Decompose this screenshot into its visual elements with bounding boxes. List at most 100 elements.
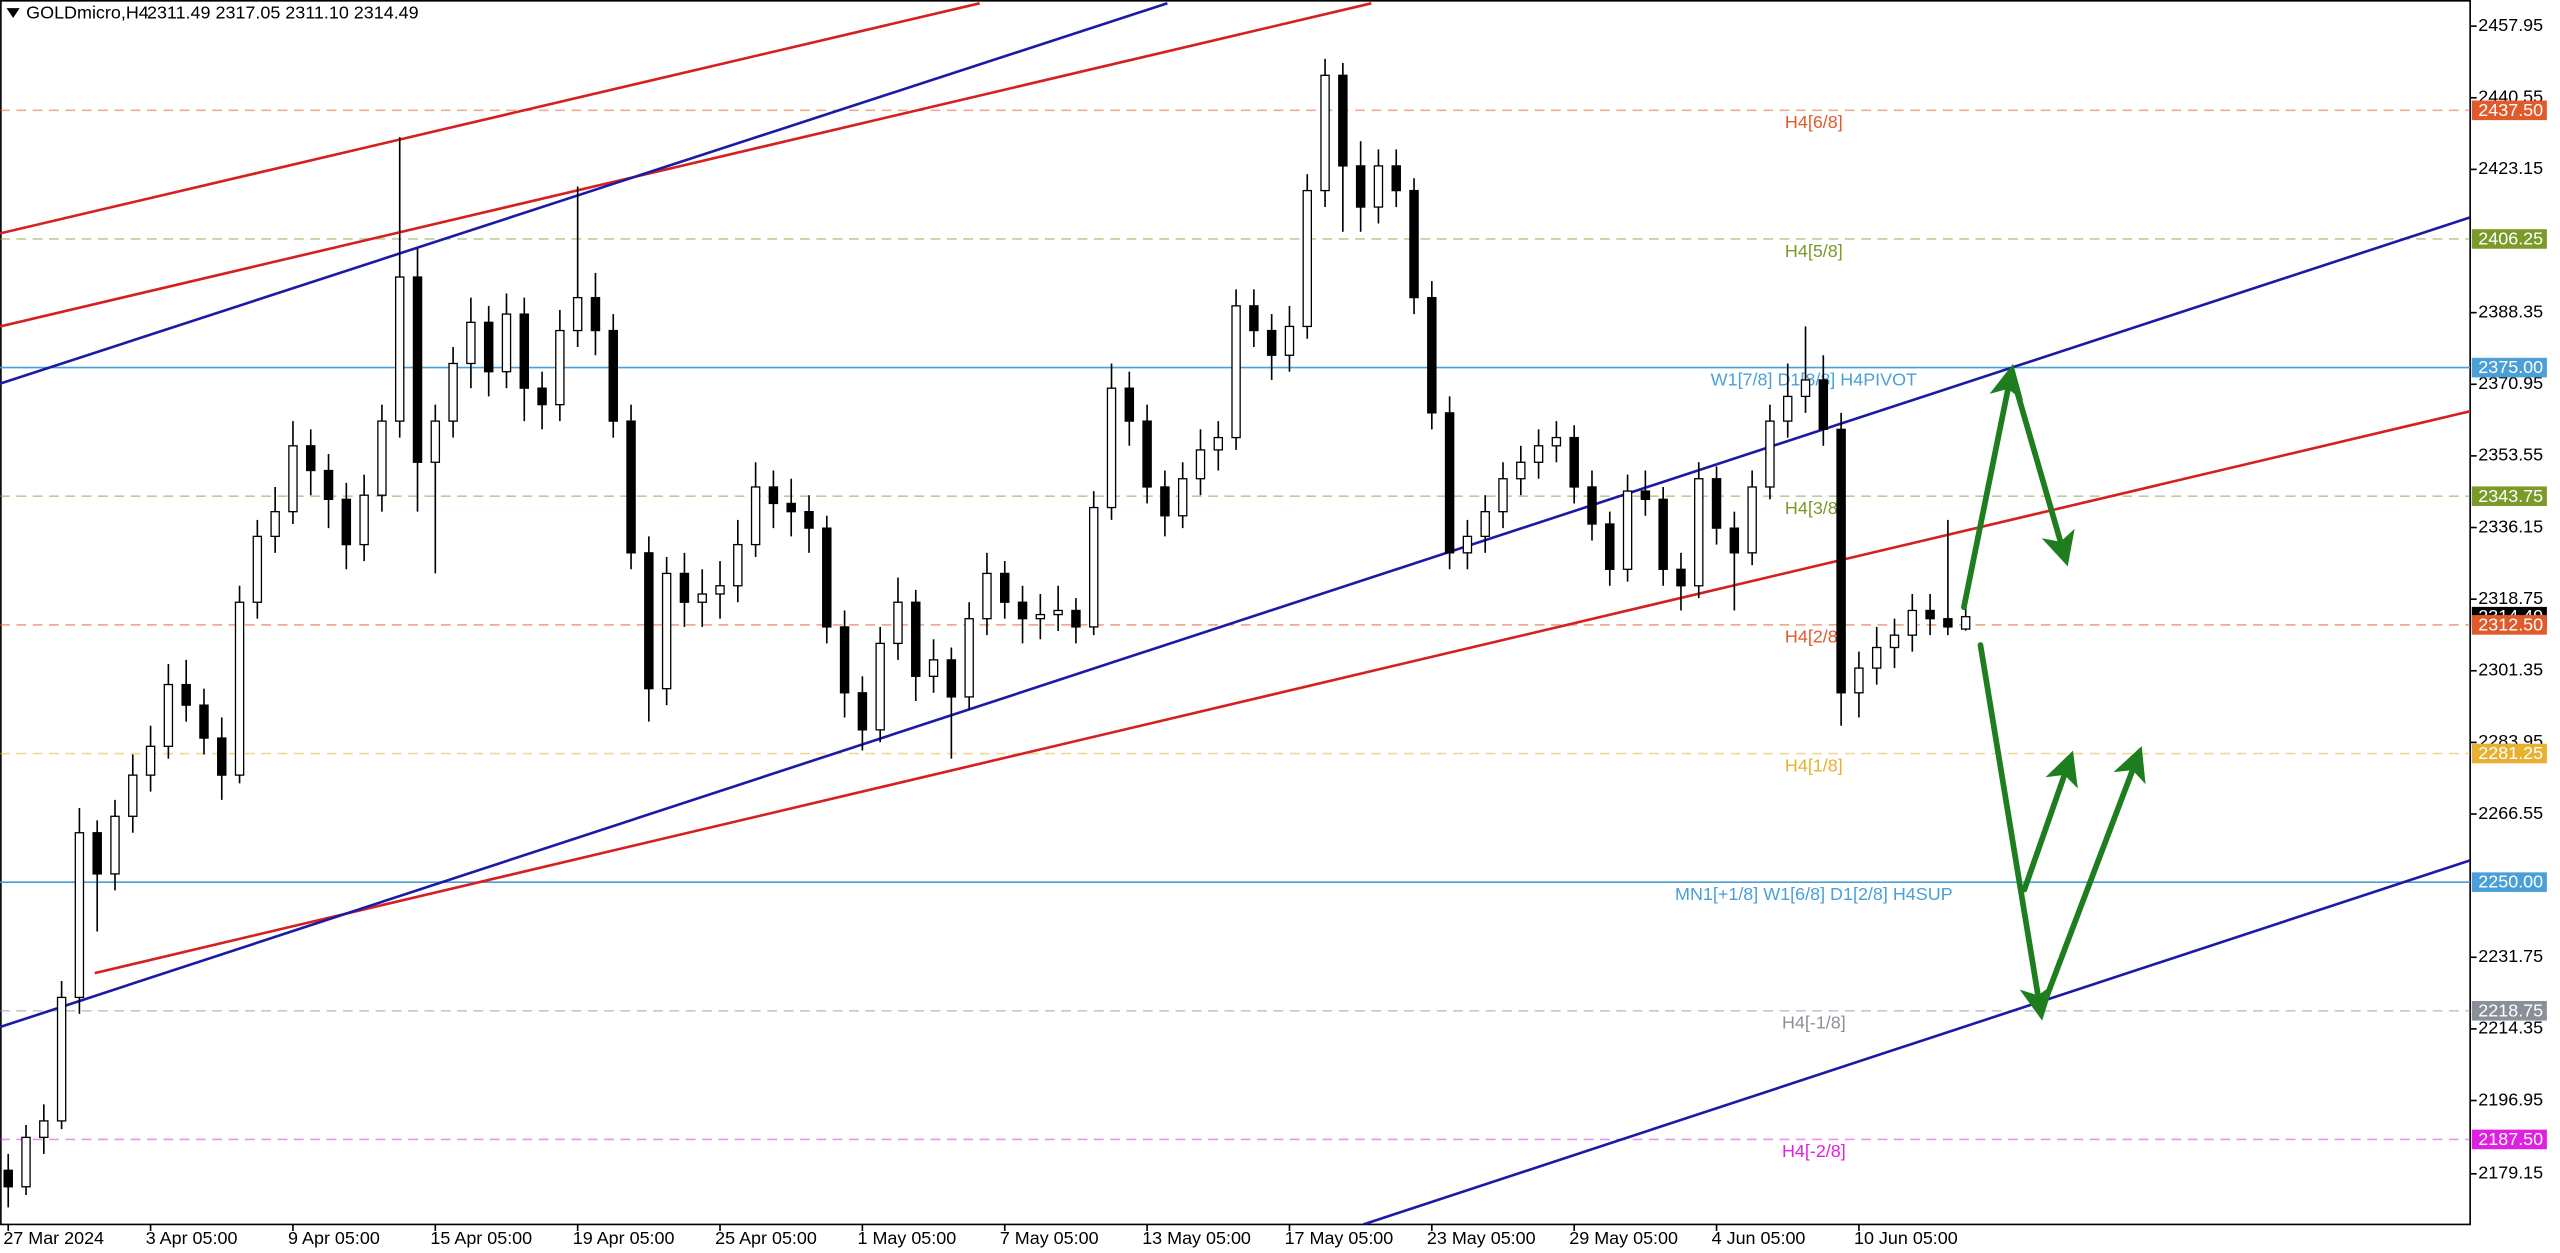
- candle-body: [1605, 523, 1615, 570]
- candle-body: [608, 329, 618, 422]
- candle-body: [1622, 490, 1633, 570]
- y-tick-label: 2336.15: [2478, 516, 2543, 536]
- candle-body: [128, 774, 138, 817]
- candle-body: [1854, 667, 1864, 694]
- candle-body: [804, 511, 814, 529]
- trend-line: [0, 2, 1168, 385]
- y-tick-label: 2457.95: [2478, 15, 2543, 35]
- x-tick-label: 7 May 05:00: [1000, 1228, 1099, 1248]
- x-tick-label: 17 May 05:00: [1285, 1228, 1394, 1248]
- price-tag-label: 2250.00: [2478, 872, 2543, 892]
- trend-line: [0, 2, 1372, 328]
- level-name: H4[-1/8]: [1782, 1013, 1846, 1033]
- price-tag-label: 2343.75: [2478, 486, 2543, 506]
- price-tag-label: 2281.25: [2478, 743, 2543, 763]
- candle-body: [341, 498, 352, 546]
- candle-body: [288, 445, 298, 513]
- price-tag: [2471, 1129, 2547, 1150]
- candle-body: [1000, 572, 1010, 603]
- candle-body: [39, 1120, 49, 1139]
- candle-body: [252, 535, 263, 603]
- y-tick-label: 2231.75: [2478, 946, 2543, 966]
- candle-body: [92, 832, 102, 875]
- forecast-arrow: [1961, 363, 2024, 611]
- candle-body: [1266, 329, 1277, 356]
- forecast-arrow: [2021, 750, 2078, 893]
- candle-body: [1320, 74, 1330, 192]
- candle-body: [359, 494, 369, 546]
- candle-body: [145, 745, 156, 776]
- candle-body: [1889, 634, 1900, 649]
- candle-body: [1195, 449, 1206, 480]
- candle-body: [1943, 618, 1953, 628]
- candle-body: [1409, 189, 1419, 299]
- candle-body: [1711, 478, 1722, 529]
- x-tick-label: 10 Jun 05:00: [1854, 1228, 1958, 1248]
- candle-body: [377, 420, 387, 496]
- level-name: H4[5/8]: [1785, 241, 1843, 261]
- trend-line: [0, 216, 2471, 1029]
- candle-body: [715, 585, 725, 595]
- y-tick-label: 2423.15: [2478, 158, 2543, 178]
- candle-body: [733, 543, 743, 587]
- quote: 2311.49 2317.05 2311.10 2314.49: [147, 3, 419, 23]
- plot-area: H4[6/8] H4[5/8] W1[7/8] D1[8/8] H4PIVOT H4[…: [0, 2, 2471, 1225]
- candle-body: [483, 321, 494, 373]
- candle-body: [1462, 535, 1473, 554]
- candle-body: [928, 659, 939, 677]
- price-tag: [2471, 229, 2547, 249]
- candle-body: [1088, 506, 1099, 628]
- candle-body: [430, 420, 441, 463]
- level-name: W1[7/8] D1[8/8] H4PIVOT: [1711, 369, 1917, 389]
- candle-body: [1925, 609, 1935, 620]
- candle-body: [1569, 436, 1579, 488]
- candle-body: [519, 313, 530, 389]
- x-tick-label: 23 May 05:00: [1427, 1228, 1536, 1248]
- price-tag-label: 2406.25: [2478, 229, 2543, 249]
- plot-frame: [0, 0, 2471, 1226]
- candle-body: [839, 626, 850, 694]
- x-tick-label: 13 May 05:00: [1142, 1228, 1251, 1248]
- candle-body: [1765, 420, 1775, 488]
- x-tick-label: 27 Mar 2024: [3, 1228, 104, 1248]
- y-tick-label: 2196.95: [2478, 1089, 2543, 1109]
- candle-body: [163, 683, 174, 747]
- candle-body: [982, 572, 992, 620]
- candle-body: [1160, 486, 1170, 517]
- price-tag-label: 2187.50: [2478, 1129, 2543, 1149]
- candle-body: [1017, 601, 1028, 620]
- candle-body: [1587, 486, 1597, 525]
- candle-body: [1249, 305, 1259, 332]
- candle-body: [448, 362, 458, 422]
- candle-body: [1836, 428, 1846, 694]
- candle-body: [679, 572, 690, 603]
- candle-body: [1177, 478, 1188, 517]
- candle-body: [1355, 165, 1366, 208]
- candle-body: [555, 329, 565, 406]
- candle-body: [572, 296, 583, 332]
- candle-body: [1782, 395, 1793, 422]
- candle-body: [964, 618, 974, 698]
- x-tick-label: 3 Apr 05:00: [146, 1228, 238, 1248]
- candle-body: [306, 445, 316, 472]
- candle-body: [323, 469, 334, 500]
- x-tick-label: 15 Apr 05:00: [430, 1228, 532, 1248]
- candle-body: [1444, 412, 1455, 554]
- candle-body: [1676, 568, 1686, 587]
- candle-body: [1035, 613, 1046, 620]
- y-tick-label: 2266.55: [2478, 803, 2543, 823]
- candle-body: [946, 659, 957, 698]
- candle-body: [1373, 165, 1384, 208]
- price-tag: [2471, 357, 2547, 378]
- candle-body: [626, 420, 636, 554]
- candle-body: [537, 387, 547, 406]
- y-tick-label: 2179.15: [2478, 1163, 2543, 1183]
- candle-body: [1106, 387, 1117, 509]
- menu-triangle: [6, 8, 20, 18]
- y-tick-label: 2214.35: [2478, 1018, 2543, 1038]
- candle-body: [501, 313, 512, 373]
- candle-body: [199, 704, 209, 739]
- candle-body: [1142, 420, 1152, 488]
- candle-body: [1551, 436, 1562, 447]
